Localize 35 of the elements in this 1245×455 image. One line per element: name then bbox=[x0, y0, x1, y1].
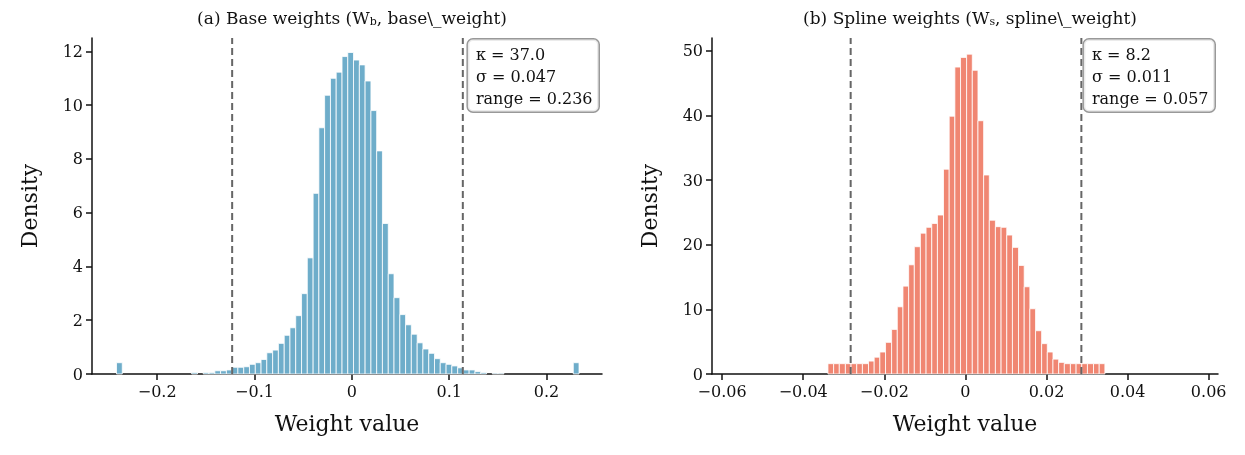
y-tick-label: 20 bbox=[682, 235, 703, 255]
y-tick-label: 40 bbox=[682, 106, 703, 126]
annotation: σ = 0.011 bbox=[1091, 67, 1173, 86]
y-tick-label: 0 bbox=[72, 364, 83, 384]
annotation: σ = 0.047 bbox=[475, 67, 557, 86]
y-tick-label: 12 bbox=[62, 41, 83, 61]
annotation: range = 0.057 bbox=[1091, 89, 1209, 108]
y-tick-label: 4 bbox=[72, 256, 83, 276]
y-tick-label: 10 bbox=[62, 95, 83, 115]
x-tick-label: 0.04 bbox=[1109, 381, 1146, 401]
y-tick-label: 50 bbox=[682, 41, 703, 61]
y-tick-label: 30 bbox=[682, 170, 703, 190]
y-tick-label: 8 bbox=[72, 149, 83, 169]
x-tick-label: −0.06 bbox=[697, 381, 747, 401]
y-tick-label: 6 bbox=[72, 203, 83, 223]
x-axis-title: Weight value bbox=[274, 410, 420, 436]
y-axis-title: Density bbox=[16, 163, 42, 249]
y-tick-label: 10 bbox=[682, 299, 703, 319]
x-tick-label: −0.2 bbox=[137, 381, 177, 401]
annotation: κ = 8.2 bbox=[1091, 45, 1151, 64]
x-tick-label: −0.04 bbox=[778, 381, 828, 401]
annotation: κ = 37.0 bbox=[475, 45, 546, 64]
x-tick-label: −0.1 bbox=[235, 381, 274, 401]
x-tick-label: 0 bbox=[346, 381, 357, 401]
y-axis-title: Density bbox=[636, 163, 662, 249]
x-tick-label: 0.06 bbox=[1190, 381, 1227, 401]
x-axis-title: Weight value bbox=[892, 410, 1038, 436]
y-tick-label: 2 bbox=[72, 310, 83, 330]
annotation: range = 0.236 bbox=[475, 89, 593, 108]
x-tick-label: 0.02 bbox=[1028, 381, 1065, 401]
x-tick-label: 0.1 bbox=[436, 381, 462, 401]
x-tick-label: −0.02 bbox=[859, 381, 909, 401]
x-tick-label: 0 bbox=[960, 381, 971, 401]
y-tick-label: 0 bbox=[692, 364, 703, 384]
x-tick-label: 0.2 bbox=[533, 381, 560, 401]
